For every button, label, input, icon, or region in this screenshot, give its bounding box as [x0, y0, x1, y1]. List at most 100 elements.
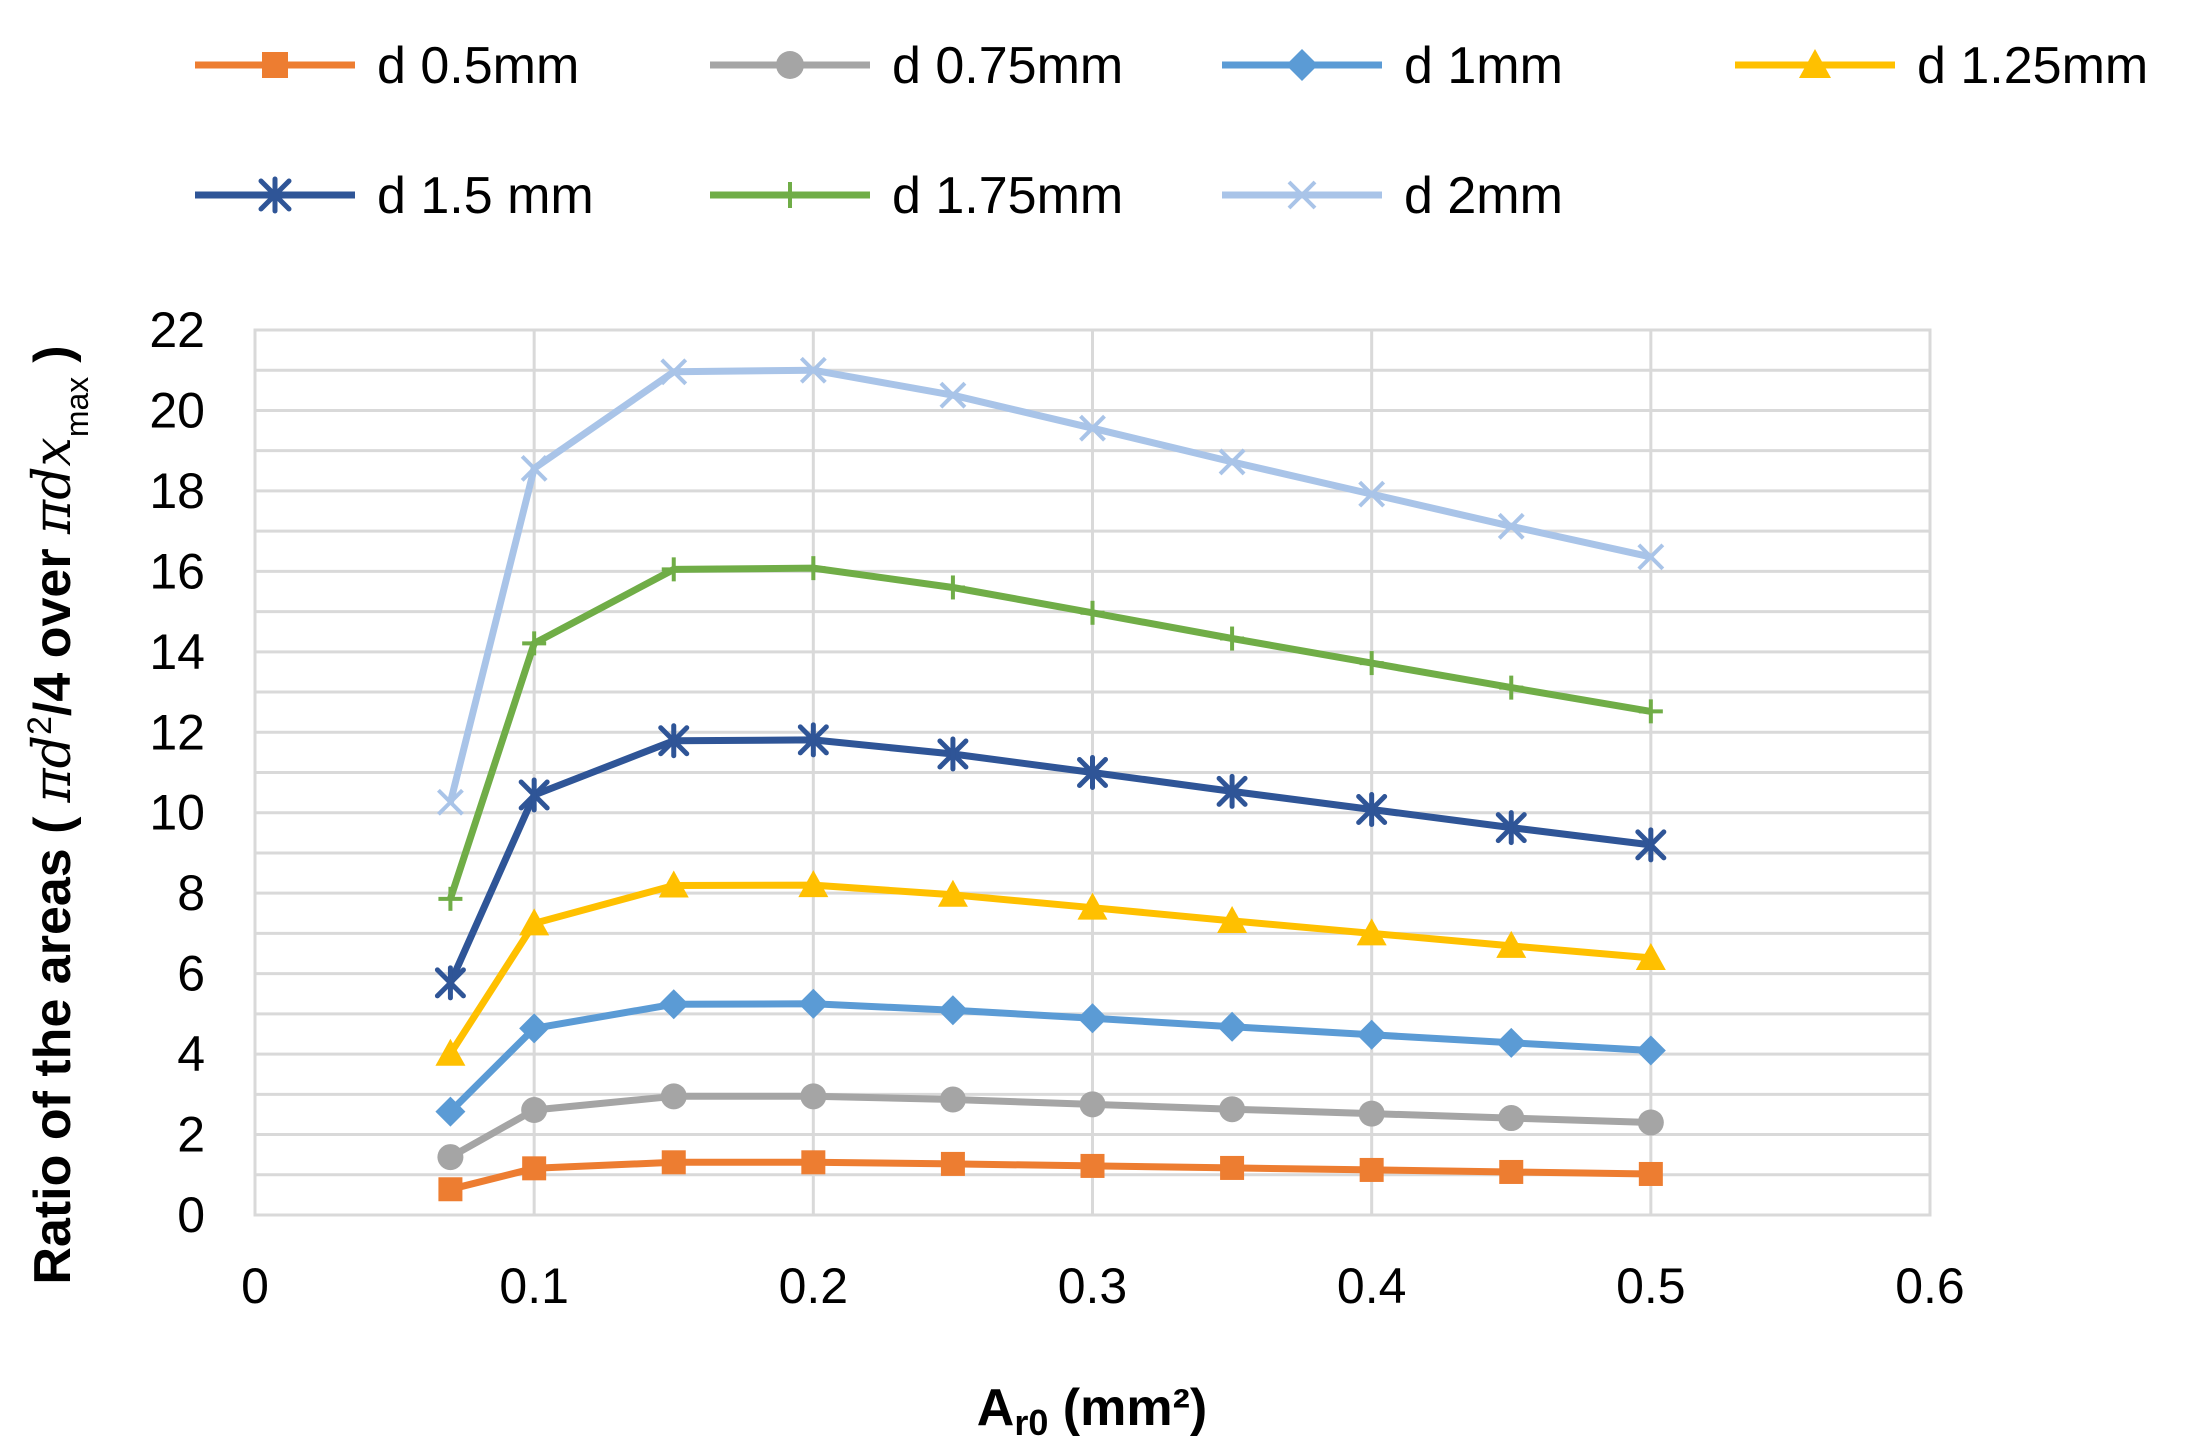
y-axis-title-d: d [23, 735, 83, 768]
series-line [447, 366, 1652, 804]
data-point [660, 358, 688, 386]
legend-label: d 0.5mm [377, 37, 579, 95]
data-point [939, 1086, 966, 1113]
data-point [1358, 480, 1386, 508]
legend-item[interactable]: d 0.5mm [195, 37, 579, 95]
data-point [939, 381, 967, 409]
legend-label: d 1.5 mm [377, 167, 594, 225]
data-point [1079, 1091, 1106, 1118]
data-point [1496, 930, 1527, 958]
data-point [1219, 1096, 1246, 1123]
data-point [801, 556, 826, 581]
y-axis-title-pi: π [23, 768, 83, 804]
y-axis-title-dx: dx [23, 437, 83, 500]
y-tick-label: 14 [149, 624, 205, 680]
legend-label: d 2mm [1404, 167, 1563, 225]
x-tick-label: 0.4 [1337, 1258, 1407, 1314]
data-point [661, 557, 686, 582]
data-point [1499, 675, 1524, 700]
data-point [1496, 1027, 1527, 1058]
data-point [518, 777, 550, 813]
series-line [449, 1158, 1651, 1193]
series-3 [435, 988, 1666, 1127]
legend-item[interactable]: d 1.75mm [710, 167, 1123, 225]
legend-item[interactable]: d 1.5 mm [195, 167, 594, 225]
series-line [447, 736, 1652, 985]
data-point [1217, 905, 1248, 933]
data-point [435, 1096, 466, 1127]
data-point [800, 1083, 827, 1110]
x-tick-labels: 0 0.1 0.2 0.3 0.4 0.5 0.6 [241, 1258, 1965, 1314]
legend-marker [776, 51, 804, 79]
data-point [801, 1150, 826, 1175]
data-point [1497, 512, 1525, 540]
data-point [1216, 773, 1248, 809]
y-tick-label: 10 [149, 785, 205, 841]
x-axis-title-main: A [977, 1379, 1015, 1437]
data-point [658, 723, 690, 759]
y-tick-label: 4 [177, 1026, 205, 1082]
x-tick-label: 0.5 [1616, 1258, 1686, 1314]
y-tick-label: 18 [149, 463, 205, 519]
data-point [519, 908, 550, 936]
y-axis-title-suffix: ) [24, 345, 82, 362]
legend-item[interactable]: d 2mm [1222, 167, 1563, 225]
data-point [437, 788, 464, 816]
series-2 [437, 1083, 1664, 1171]
legend-item[interactable]: d 1.25mm [1735, 37, 2148, 95]
x-tick-label: 0.6 [1895, 1258, 1965, 1314]
data-point [1217, 1011, 1248, 1042]
legend-marker [1799, 49, 1831, 78]
data-point [434, 965, 466, 1001]
data-point [1635, 827, 1667, 863]
legend-label: d 0.75mm [892, 37, 1123, 95]
series-line [447, 1000, 1651, 1115]
y-axis-title-submax: max [59, 377, 95, 437]
legend-marker [1287, 180, 1317, 210]
data-point [520, 454, 548, 482]
data-point [435, 1038, 466, 1066]
y-axis-title: Ratio of the areas (πd2/4 over πdxmax) [21, 345, 95, 1284]
legend-item[interactable]: d 1mm [1222, 37, 1563, 95]
series-line [447, 564, 1652, 900]
legend-marker [258, 176, 292, 214]
y-tick-label: 8 [177, 865, 205, 921]
series-5 [434, 722, 1667, 1001]
data-point [1498, 1105, 1525, 1132]
series-group [434, 356, 1667, 1202]
y-tick-label: 0 [177, 1187, 205, 1243]
data-point [1499, 1159, 1524, 1184]
data-point [1495, 810, 1527, 846]
data-point [1359, 651, 1384, 676]
data-point [1079, 414, 1106, 442]
data-point [1220, 1155, 1245, 1180]
legend-marker [777, 182, 803, 208]
data-point [1358, 1100, 1385, 1127]
series-6 [438, 556, 1663, 911]
data-point [522, 631, 547, 656]
data-point [438, 1177, 463, 1202]
series-4 [435, 870, 1666, 1066]
y-axis-title-pi2: π [23, 499, 83, 535]
data-point [438, 886, 463, 911]
legend-marker [262, 52, 288, 78]
data-point [658, 870, 689, 898]
data-point [1359, 1157, 1384, 1182]
y-axis-title-sup: 2 [21, 716, 59, 735]
data-point [1356, 792, 1388, 828]
data-point [799, 356, 827, 384]
legend-label: d 1.75mm [892, 167, 1123, 225]
y-tick-label: 2 [177, 1107, 205, 1163]
data-point [798, 870, 829, 898]
x-tick-label: 0.1 [499, 1258, 569, 1314]
data-point [937, 736, 969, 772]
legend-item[interactable]: d 0.75mm [710, 37, 1123, 95]
data-point [937, 995, 968, 1026]
x-tick-label: 0 [241, 1258, 269, 1314]
data-point [522, 1156, 547, 1181]
legend[interactable]: d 0.5mm d 0.75mm d 1mm d 1.25mm d 1.5 mm d 1.… [195, 37, 2148, 225]
data-point [1220, 626, 1245, 651]
x-tick-label: 0.3 [1058, 1258, 1128, 1314]
data-point [940, 575, 965, 600]
